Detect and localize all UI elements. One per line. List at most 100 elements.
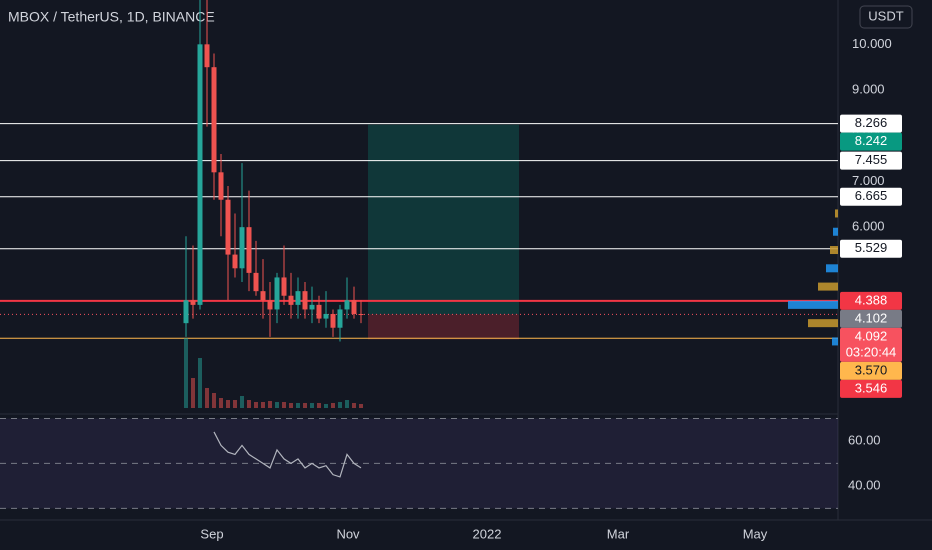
y-tick-label: 7.000: [852, 173, 885, 188]
volume-bar: [226, 400, 230, 408]
volume-bar: [219, 398, 223, 408]
volume-bar: [352, 403, 356, 408]
volume-bar: [331, 403, 335, 408]
volume-bar: [247, 400, 251, 408]
currency-button[interactable]: [859, 5, 913, 29]
rsi-line: [213, 431, 362, 478]
volume-bar: [324, 404, 328, 408]
price-label: 5.529: [855, 240, 888, 255]
volume-bar: [191, 378, 195, 408]
volume-profile-bar: [830, 246, 838, 255]
volume-bar: [289, 403, 293, 408]
candle-body: [267, 300, 273, 310]
candle-body: [246, 227, 252, 273]
position-profit: [368, 124, 519, 315]
volume-bar: [205, 388, 209, 408]
candle-body: [309, 304, 315, 310]
candle-body: [281, 277, 287, 296]
volume-profile-bar: [808, 319, 838, 328]
x-tick-label: Nov: [336, 526, 360, 541]
price-label-box: [840, 239, 902, 258]
price-label-box: [840, 151, 902, 170]
volume-profile-bar: [788, 300, 838, 309]
price-label: 4.092: [855, 328, 888, 343]
volume-bar: [310, 403, 314, 408]
rsi-tick-label: 40.00: [848, 477, 881, 492]
candle-body: [323, 314, 329, 319]
price-label-box: [840, 361, 902, 380]
candle-body: [330, 314, 336, 328]
volume-profile-bar: [833, 227, 838, 236]
volume-profile-bar: [818, 282, 838, 291]
candle-body: [225, 199, 231, 255]
candle-body: [218, 172, 224, 200]
price-label-box: [840, 132, 902, 151]
price-label: 6.665: [855, 188, 888, 203]
candle-body: [239, 227, 245, 269]
candle-body: [204, 44, 210, 68]
price-label-box: [840, 187, 902, 206]
price-label-box: [840, 379, 902, 398]
candle-body: [197, 44, 203, 305]
volume-bar: [338, 402, 342, 408]
volume-bar: [198, 358, 202, 408]
volume-profile-bar: [826, 264, 838, 273]
volume-bar: [345, 400, 349, 408]
y-tick-label: 6.000: [852, 219, 885, 234]
position-loss: [368, 314, 519, 340]
volume-bar: [317, 403, 321, 408]
price-label: 7.455: [855, 152, 888, 167]
volume-bar: [303, 403, 307, 408]
x-tick-label: Mar: [607, 526, 630, 541]
volume-bar: [261, 402, 265, 408]
price-label: 3.570: [855, 362, 888, 377]
price-label: 4.388: [855, 292, 888, 307]
candle-body: [183, 300, 189, 324]
candle-body: [190, 300, 196, 305]
volume-bar: [296, 403, 300, 408]
volume-bar: [212, 393, 216, 408]
volume-bar: [240, 396, 244, 408]
volume-profile-bar: [832, 337, 838, 346]
candle-body: [337, 309, 343, 328]
candle-body: [316, 304, 322, 319]
volume-bar: [184, 338, 188, 408]
price-label: 8.242: [855, 133, 888, 148]
price-label: 8.266: [855, 115, 888, 130]
candle-body: [253, 272, 259, 292]
rsi-tick-label: 60.00: [848, 432, 881, 447]
candle-body: [302, 291, 308, 310]
volume-bar: [275, 402, 279, 408]
price-label: 4.102: [855, 310, 888, 325]
candle-body: [288, 295, 294, 305]
volume-bar: [254, 402, 258, 408]
volume-profile-bar: [835, 209, 838, 218]
candle-body: [358, 314, 364, 316]
volume-bar: [282, 402, 286, 408]
y-tick-label: 10.000: [852, 36, 892, 51]
volume-bar: [233, 400, 237, 408]
candle-body: [274, 277, 280, 310]
candle-body: [232, 254, 238, 269]
currency-label[interactable]: USDT: [868, 8, 903, 23]
price-label-box: [840, 114, 902, 133]
price-countdown: 03:20:44: [846, 344, 897, 359]
volume-bar: [268, 401, 272, 408]
candle-body: [295, 291, 301, 305]
candle-body: [344, 300, 350, 310]
candle-body: [211, 67, 217, 173]
chart-title: MBOX / TetherUS, 1D, BINANCE: [8, 9, 215, 25]
y-tick-label: 9.000: [852, 81, 885, 96]
price-label: 3.546: [855, 380, 888, 395]
price-label-box: [840, 327, 902, 362]
volume-bar: [359, 404, 363, 408]
x-tick-label: 2022: [473, 526, 502, 541]
price-label-box: [840, 291, 902, 310]
candle-body: [351, 300, 357, 315]
x-tick-label: Sep: [200, 526, 223, 541]
x-tick-label: May: [743, 526, 768, 541]
price-label-box: [840, 309, 902, 328]
candle-body: [260, 291, 266, 301]
